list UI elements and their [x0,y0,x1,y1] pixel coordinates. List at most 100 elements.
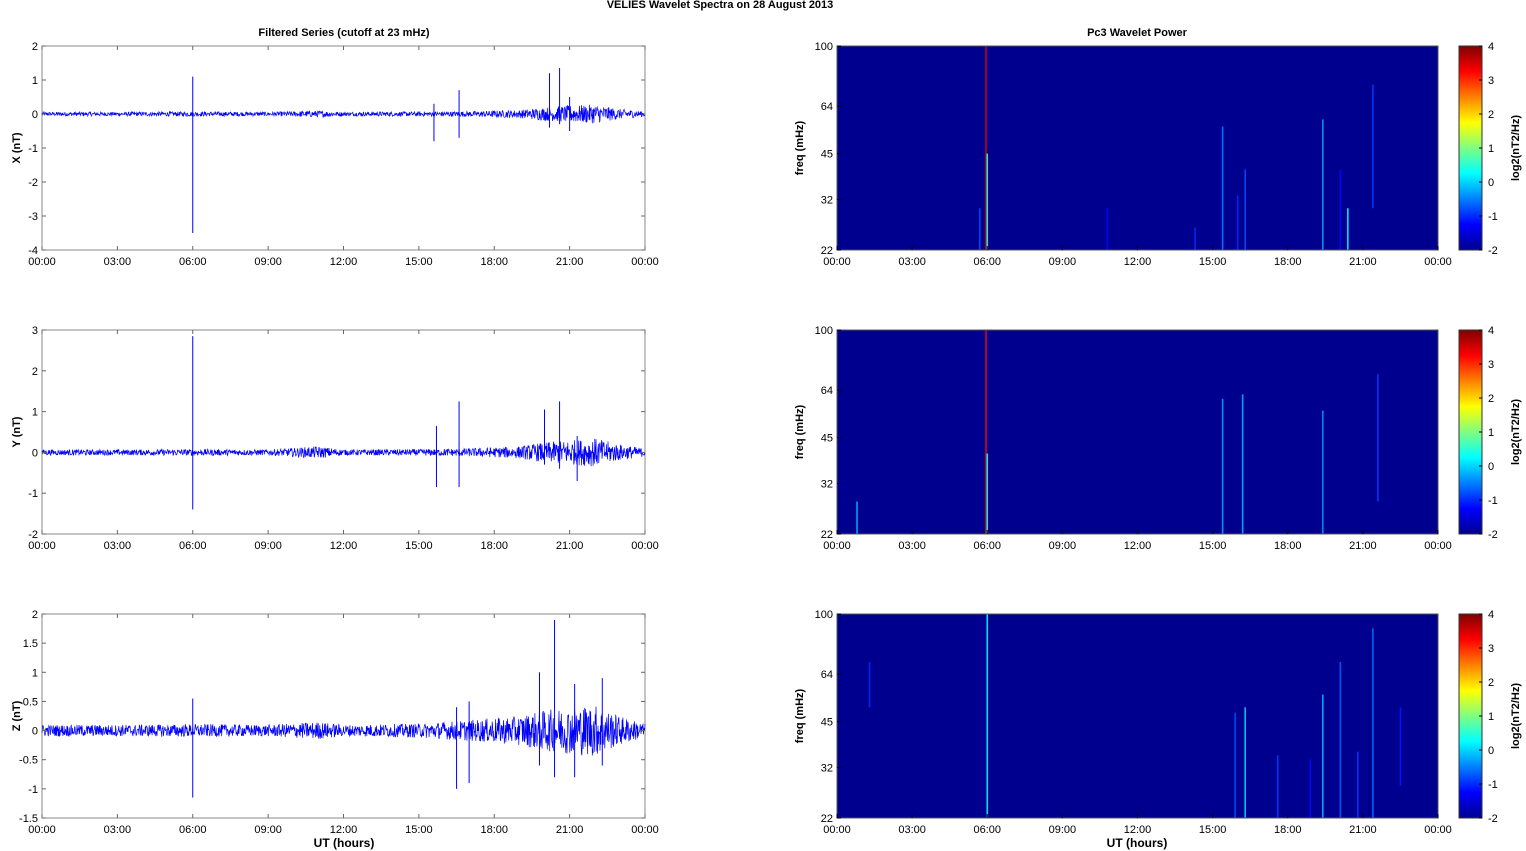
x-tick-label: 18:00 [480,540,508,552]
colorbar-tick-label: 1 [1488,427,1494,439]
y-tick-label: -3 [28,211,38,223]
y-tick-label: 2 [32,609,38,621]
x-tick-label: 12:00 [1124,540,1152,552]
y-tick-label: 64 [821,101,833,113]
colorbar-tick-label: 4 [1488,325,1494,337]
colorbar-tick-label: -1 [1488,779,1498,791]
colorbar-tick-label: 3 [1488,359,1494,371]
x-tick-label: 21:00 [1349,540,1377,552]
plot-frame [41,329,646,535]
x-tick-label: 18:00 [1274,540,1302,552]
x-tick-label: 06:00 [179,256,207,268]
y-tick-label: -2 [28,529,38,541]
y-tick-label: 0 [32,726,38,738]
y-tick-label: 2 [32,41,38,53]
x-tick-label: 06:00 [973,540,1001,552]
x-tick-label: 03:00 [898,824,926,836]
x-tick-label: 15:00 [405,824,433,836]
x-tick-label: 09:00 [1049,256,1077,268]
colorbar-tick-label: 0 [1488,461,1494,473]
y-tick-label: 2 [32,366,38,378]
x-tick-label: 03:00 [104,540,132,552]
x-tick-label: 00:00 [631,540,659,552]
x-tick-label: 21:00 [556,256,584,268]
y-axis-label: freq (mHz) [794,688,806,743]
colorbar-tick-label: -2 [1488,813,1498,825]
x-tick-label: 18:00 [480,256,508,268]
y-tick-label: 1.5 [23,638,38,650]
x-tick-label: 15:00 [405,540,433,552]
colorbar-tick-label: 3 [1488,75,1494,87]
x-tick-label: 00:00 [28,540,56,552]
colorbar-tick-label: 0 [1488,745,1494,757]
x-tick-label: 09:00 [1049,824,1077,836]
y-tick-label: 100 [815,325,833,337]
colorbar-label: log2(nT2/Hz) [1510,683,1522,749]
figure-title: VELIES Wavelet Spectra on 28 August 2013 [607,0,834,11]
colorbar-tick-label: 4 [1488,609,1494,621]
x-tick-label: 21:00 [1349,824,1377,836]
colorbar [1458,329,1483,535]
x-tick-label: 00:00 [823,540,851,552]
x-tick-label: 21:00 [556,824,584,836]
colorbar-tick-label: -2 [1488,529,1498,541]
x-tick-label: 06:00 [973,824,1001,836]
x-tick-label: 12:00 [330,540,358,552]
y-tick-label: 22 [821,813,833,825]
y-tick-label: 3 [32,325,38,337]
y-tick-label: 64 [821,669,833,681]
colorbar-tick-label: -1 [1488,211,1498,223]
colorbar-tick-label: -2 [1488,245,1498,257]
y-tick-label: 45 [821,433,833,445]
y-tick-label: 45 [821,149,833,161]
colorbar-tick-label: -1 [1488,495,1498,507]
y-axis-label: Y (nT) [11,416,23,447]
signal-trace [41,104,646,124]
x-tick-label: 15:00 [1199,256,1227,268]
y-tick-label: 1 [32,667,38,679]
power-background [837,46,1438,250]
x-tick-label: 09:00 [254,824,282,836]
y-tick-label: -1 [28,784,38,796]
y-tick-label: 45 [821,717,833,729]
x-tick-label: 00:00 [1424,256,1452,268]
y-axis-label: freq (mHz) [794,404,806,459]
y-tick-label: 0 [32,109,38,121]
y-tick-label: -4 [28,245,38,257]
y-tick-label: -2 [28,177,38,189]
x-tick-label: 15:00 [405,256,433,268]
colorbar-tick-label: 2 [1488,677,1494,689]
colorbar-label: log2(nT2/Hz) [1510,399,1522,465]
x-tick-label: 00:00 [28,824,56,836]
y-tick-label: 32 [821,763,833,775]
y-tick-label: 100 [815,609,833,621]
timeseries-panel-x: 210-1-2-3-400:00 03:00 06:00 09:00 12:00 15:0… [11,41,659,268]
x-tick-label: 00:00 [823,256,851,268]
y-tick-label: 32 [821,479,833,491]
y-tick-label: 0.5 [23,696,38,708]
right-x-axis-label: UT (hours) [1107,836,1168,850]
x-tick-label: 06:00 [179,540,207,552]
x-tick-label: 03:00 [898,256,926,268]
y-tick-label: -1 [28,143,38,155]
colorbar-tick-label: 3 [1488,643,1494,655]
colorbar [1458,45,1483,251]
colorbar-tick-label: 4 [1488,41,1494,53]
y-tick-label: -1.5 [19,813,38,825]
x-tick-label: 00:00 [631,824,659,836]
x-tick-label: 09:00 [1049,540,1077,552]
y-tick-label: 32 [821,195,833,207]
colorbar-tick-label: 1 [1488,711,1494,723]
colorbar-label: log2(nT2/Hz) [1510,115,1522,181]
x-tick-label: 00:00 [1424,540,1452,552]
y-tick-label: 1 [32,407,38,419]
y-tick-label: 22 [821,245,833,257]
y-tick-label: -1 [28,488,38,500]
left-x-axis-label: UT (hours) [314,836,375,850]
timeseries-panel-z: 21.510.50-0.5-1-1.500:00 03:00 06:00 09:00 1… [11,609,659,836]
x-tick-label: 00:00 [28,256,56,268]
